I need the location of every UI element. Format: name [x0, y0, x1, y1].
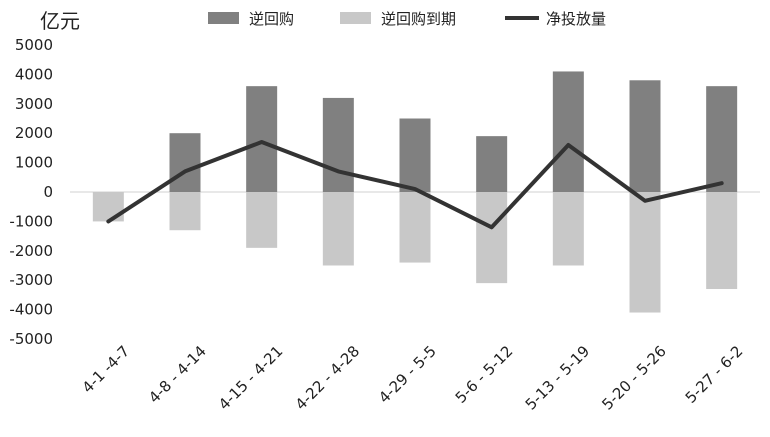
y-tick-label: -3000: [9, 271, 53, 289]
legend-label: 逆回购到期: [381, 10, 456, 28]
bar: [552, 71, 584, 192]
y-tick-label: -5000: [9, 330, 53, 348]
x-tick-label: 4-8 - 4-14: [145, 342, 210, 407]
bar: [476, 136, 508, 192]
legend: 逆回购 逆回购到期 净投放量: [208, 10, 606, 28]
bar: [399, 118, 431, 192]
y-tick-label: 3000: [15, 95, 53, 113]
bar: [169, 192, 201, 231]
bars: [92, 71, 738, 313]
y-tick-label: 5000: [15, 36, 53, 54]
y-tick-label: 4000: [15, 65, 53, 83]
y-tick-label: 1000: [15, 154, 53, 172]
legend-swatch: [340, 12, 371, 24]
y-tick-label: -4000: [9, 301, 53, 319]
y-unit-label: 亿元: [40, 9, 80, 33]
y-tick-label: 2000: [15, 124, 53, 142]
bar: [246, 192, 278, 248]
bar: [706, 86, 738, 192]
bar: [399, 192, 431, 263]
x-tick-label: 4-22 - 4-28: [292, 342, 363, 413]
x-axis: 4-1 -4-7 4-8 - 4-14 4-15 - 4-21 4-22 - 4-28…: [79, 342, 747, 413]
x-tick-label: 5-13 - 5-19: [522, 342, 593, 413]
bar: [706, 192, 738, 290]
legend-label: 逆回购: [249, 10, 294, 28]
bar: [246, 86, 278, 192]
x-tick-label: 4-15 - 4-21: [215, 342, 286, 413]
bar: [322, 97, 354, 192]
bar: [629, 80, 661, 192]
bar: [322, 192, 354, 266]
bar: [552, 192, 584, 266]
x-tick-label: 4-29 - 5-5: [375, 342, 440, 407]
bar: [92, 192, 124, 222]
legend-label: 净投放量: [546, 10, 606, 28]
net-line: [106, 140, 724, 230]
bar: [169, 133, 201, 192]
x-tick-label: 4-1 -4-7: [79, 342, 134, 397]
bar: [629, 192, 661, 313]
x-tick-label: 5-6 - 5-12: [452, 342, 517, 407]
y-tick-label: -1000: [9, 212, 53, 230]
net-line-path: [106, 140, 724, 230]
x-tick-label: 5-27 - 6-2: [682, 342, 747, 407]
y-tick-label: 0: [43, 183, 53, 201]
x-tick-label: 5-20 - 5-26: [598, 342, 669, 413]
y-tick-label: -2000: [9, 242, 53, 260]
legend-swatch: [208, 12, 239, 24]
bar: [476, 192, 508, 284]
